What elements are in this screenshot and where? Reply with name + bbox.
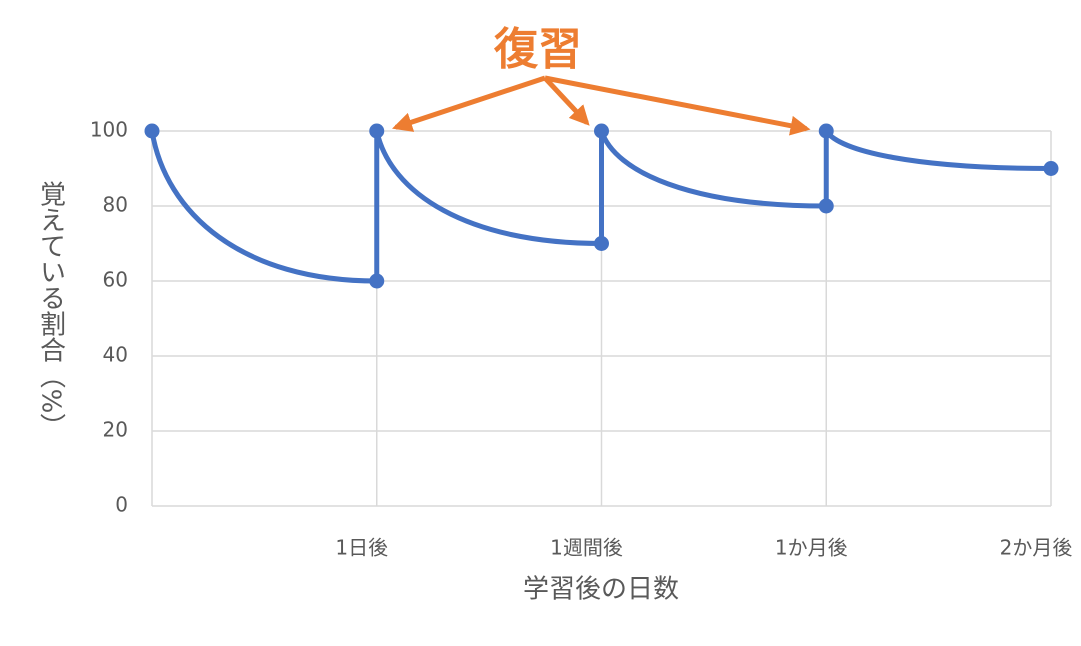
annotation-arrow	[392, 75, 546, 132]
x-axis-title: 学習後の日数	[523, 575, 679, 605]
x-tick-label: 1か月後	[775, 536, 848, 560]
data-point	[369, 273, 385, 289]
data-point	[594, 123, 609, 139]
data-point	[369, 123, 385, 139]
y-tick-label: 40	[103, 343, 128, 367]
x-tick-label: 1日後	[335, 536, 388, 560]
data-point	[144, 123, 160, 139]
y-tick-label: 0	[115, 493, 128, 517]
data-point	[818, 123, 834, 139]
data-point	[1043, 161, 1059, 176]
data-point	[818, 198, 834, 214]
y-tick-label: 20	[103, 418, 128, 442]
x-tick-label: 1週間後	[550, 536, 623, 560]
y-tick-label: 60	[103, 268, 128, 292]
annotation: 復習	[493, 24, 582, 75]
x-tick-label: 2か月後	[1000, 536, 1073, 560]
data-point	[594, 236, 609, 251]
y-tick-label: 100	[90, 118, 128, 142]
y-tick-label: 80	[103, 193, 128, 217]
annotation-arrow	[543, 76, 590, 126]
y-axis-title: 覚えている割合（%）	[36, 181, 66, 440]
annotation-arrow	[544, 75, 811, 136]
